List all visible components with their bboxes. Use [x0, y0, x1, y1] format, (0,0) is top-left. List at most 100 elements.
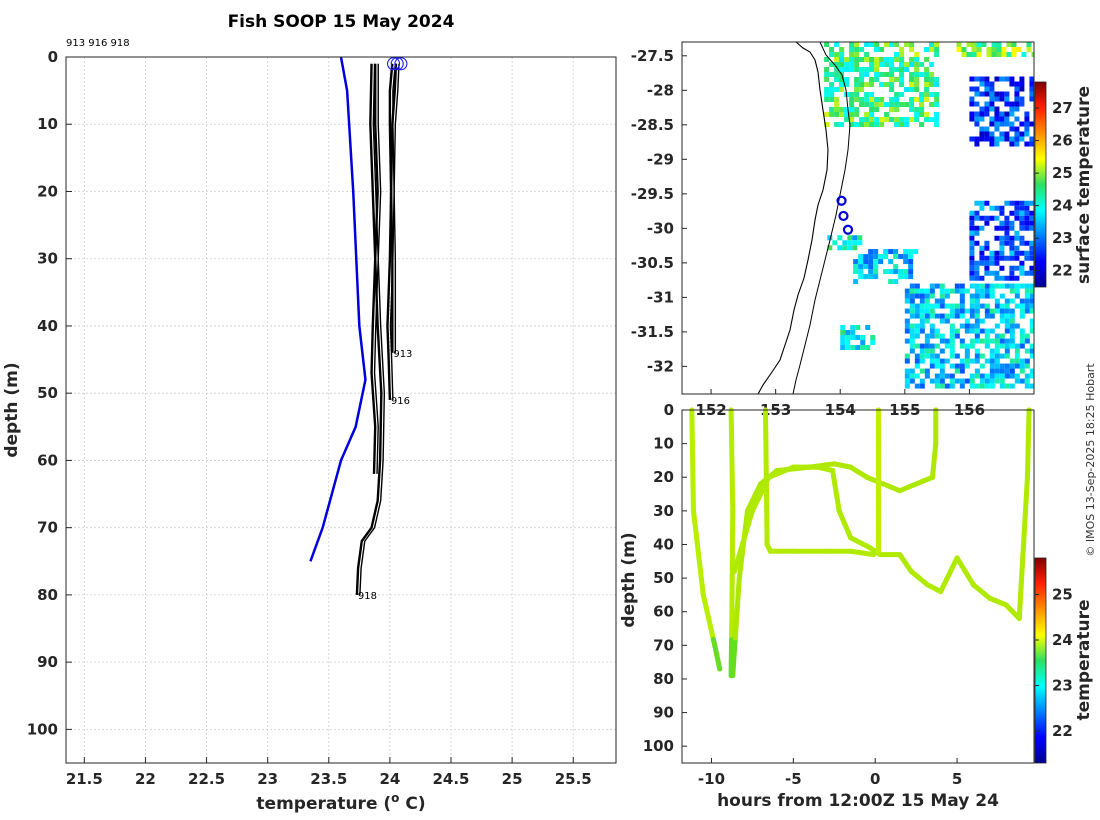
- sst-pixel: [919, 97, 925, 102]
- sst-pixel: [969, 313, 975, 319]
- sst-pixel: [869, 62, 875, 67]
- sst-pixel: [1021, 52, 1027, 57]
- sst-pixel: [944, 313, 950, 319]
- sst-pixel: [979, 328, 985, 334]
- sst-pixel: [989, 86, 995, 92]
- sst-pixel: [999, 333, 1005, 339]
- sst-pixel: [909, 303, 915, 309]
- sst-pixel: [1004, 111, 1010, 117]
- sst-pixel: [999, 353, 1005, 359]
- sst-pixel: [874, 77, 880, 82]
- sst-pixel: [979, 383, 985, 389]
- sst-pixel: [914, 87, 920, 92]
- sst-pixel: [976, 52, 982, 57]
- sst-pixel: [1014, 116, 1020, 122]
- sst-pixel: [954, 328, 960, 334]
- sst-pixel: [939, 283, 945, 289]
- sst-pixel: [919, 122, 925, 127]
- sst-pixel: [1024, 293, 1030, 299]
- sst-pixel: [919, 328, 925, 334]
- sst-pixel: [855, 334, 861, 340]
- sst-pixel: [899, 57, 905, 62]
- sst-pixel: [884, 72, 890, 77]
- sst-pixel: [979, 378, 985, 384]
- sst-pixel: [984, 215, 990, 221]
- sst-pixel: [898, 254, 904, 260]
- sst-pixel: [969, 383, 975, 389]
- sst-pixel: [1014, 363, 1020, 369]
- sst-pixel: [889, 87, 895, 92]
- sst-pixel: [989, 283, 995, 289]
- sst-pixel: [909, 348, 915, 354]
- sst-pixel: [829, 82, 835, 87]
- sst-pixel: [1009, 76, 1015, 82]
- sst-pixel: [989, 96, 995, 102]
- sst-pixel: [834, 102, 840, 107]
- profile-y-tick-label: 100: [27, 720, 58, 738]
- sst-pixel: [996, 52, 1002, 57]
- sst-pixel: [1009, 283, 1015, 289]
- sst-pixel: [888, 259, 894, 265]
- sst-pixel: [964, 378, 970, 384]
- profile-x-tick-label: 22.5: [188, 770, 225, 788]
- sst-pixel: [979, 131, 985, 137]
- sst-pixel: [879, 82, 885, 87]
- sst-pixel: [874, 57, 880, 62]
- sst-pixel: [904, 42, 910, 47]
- sst-pixel: [903, 274, 909, 280]
- sst-pixel: [991, 47, 997, 52]
- sst-pixel: [959, 323, 965, 329]
- sst-pixel: [868, 259, 874, 265]
- sst-pixel: [1009, 265, 1015, 271]
- sst-pixel: [869, 67, 875, 72]
- sst-pixel: [914, 373, 920, 379]
- sst-pixel: [909, 42, 915, 47]
- sst-pixel: [908, 264, 914, 270]
- sst-pixel: [1029, 200, 1034, 206]
- sst-pixel: [919, 343, 925, 349]
- sst-pixel: [854, 112, 860, 117]
- sst-pixel: [1019, 260, 1025, 266]
- sst-pixel: [949, 373, 955, 379]
- sst-pixel: [840, 344, 846, 350]
- sst-pixel: [849, 112, 855, 117]
- sst-pixel: [879, 72, 885, 77]
- sst-pixel: [999, 131, 1005, 137]
- sst-pixel: [989, 121, 995, 127]
- sst-pixel: [1009, 210, 1015, 216]
- sst-pixel: [824, 87, 830, 92]
- profile-grid: [66, 56, 616, 763]
- sst-pixel: [994, 270, 1000, 276]
- sst-pixel: [999, 383, 1005, 389]
- sst-pixel: [914, 353, 920, 359]
- profile-line-916: [386, 63, 398, 400]
- sst-pixel: [984, 270, 990, 276]
- sst-pixel: [1014, 348, 1020, 354]
- sst-pixel: [904, 288, 910, 294]
- sst-pixel: [924, 57, 930, 62]
- map-colorbar-tick-label: 27: [1052, 99, 1073, 117]
- sst-pixel: [864, 42, 870, 47]
- sst-pixel: [984, 255, 990, 261]
- sst-pixel: [999, 313, 1005, 319]
- sst-pixel: [924, 373, 930, 379]
- sst-pixel: [959, 363, 965, 369]
- sst-pixel: [1029, 328, 1034, 334]
- profile-x-tick-label: 24.5: [432, 770, 469, 788]
- sst-pixel: [994, 116, 1000, 122]
- sst-pixel: [999, 343, 1005, 349]
- sst-pixel: [909, 283, 915, 289]
- sst-pixel: [857, 240, 863, 246]
- sst-pixel: [1004, 308, 1010, 314]
- sst-pixel: [939, 288, 945, 294]
- sst-pixel: [1009, 81, 1015, 87]
- sst-pixel: [959, 298, 965, 304]
- sst-pixel: [969, 136, 975, 142]
- sst-pixel: [954, 378, 960, 384]
- sst-pixel: [1009, 363, 1015, 369]
- sst-pixel: [893, 279, 899, 285]
- sst-pixel: [969, 323, 975, 329]
- sst-pixel: [1031, 52, 1034, 57]
- sst-pixel: [994, 111, 1000, 117]
- sst-pixel: [929, 363, 935, 369]
